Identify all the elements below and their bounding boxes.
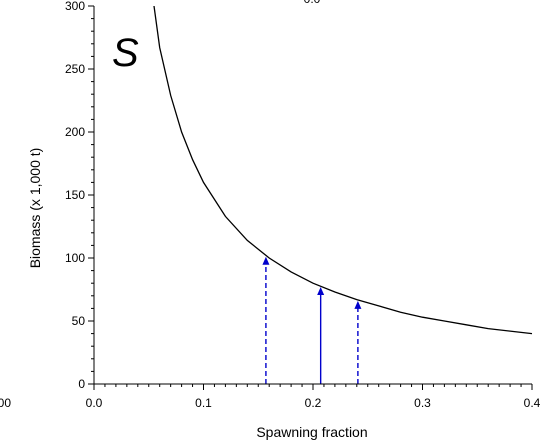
x-tick-label: 0.0: [86, 396, 103, 410]
y-tick-label: 0: [78, 377, 85, 391]
x-ticks: 0.0 0.1 0.2 0.3 0.4: [86, 384, 541, 410]
x-tick-label: 0.3: [414, 396, 431, 410]
y-tick-label: 250: [65, 62, 85, 76]
marker-arrowhead: [262, 256, 270, 265]
x-tick-label: 0.2: [305, 396, 322, 410]
y-axis-title: Biomass (x 1,000 t): [27, 148, 43, 269]
marker-arrowhead: [354, 300, 362, 309]
clipped-labels: 000.0: [0, 0, 321, 410]
y-tick-label: 150: [65, 188, 85, 202]
y-tick-label: 50: [72, 314, 86, 328]
x-axis-title: Spawning fraction: [256, 424, 367, 440]
y-tick-label: 200: [65, 125, 85, 139]
marker-layer: [262, 256, 362, 384]
marker-arrowhead: [317, 286, 325, 295]
biomass-curve: [153, 6, 533, 335]
clipped-edge-label: 00: [0, 396, 11, 410]
y-tick-label: 100: [65, 251, 85, 265]
clipped-edge-label: 0.0: [304, 0, 321, 6]
curve-layer: [153, 6, 533, 335]
axis-layer: [93, 6, 532, 385]
x-tick-label: 0.1: [195, 396, 212, 410]
y-tick-label: 300: [65, 0, 85, 13]
x-tick-label: 0.4: [524, 396, 541, 410]
panel-label: S: [112, 31, 139, 75]
y-ticks: 0 50 100 150 200 250 300: [65, 0, 94, 391]
